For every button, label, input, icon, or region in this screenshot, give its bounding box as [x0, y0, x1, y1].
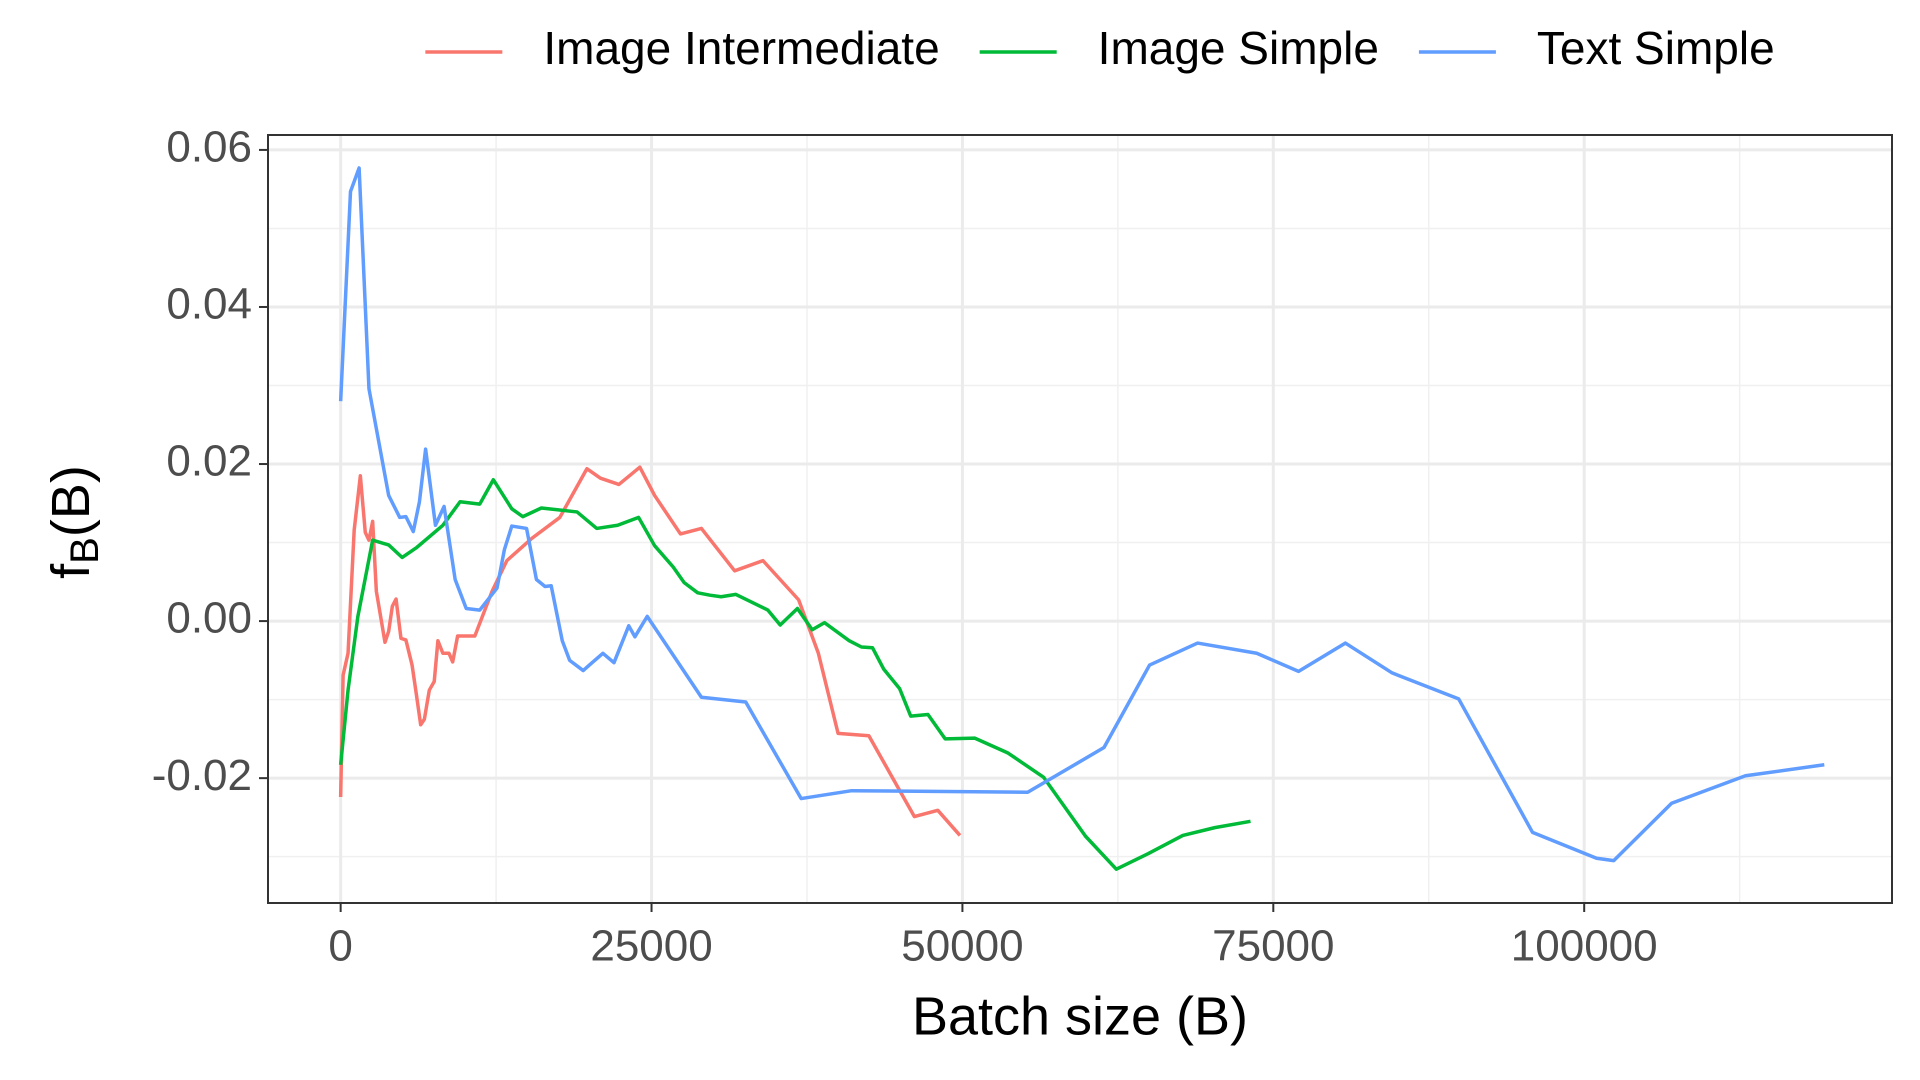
y-tick-label: 0.06	[166, 123, 252, 172]
data-line	[338, 465, 962, 837]
legend-label: Text Simple	[1537, 22, 1775, 74]
legend: Image Intermediate Image Simple Text Simpl…	[425, 22, 1775, 74]
y-tick-label: 0.04	[166, 280, 252, 329]
panel	[268, 135, 1892, 903]
legend-label: Image Intermediate	[543, 22, 939, 74]
x-tick-label: 100000	[1511, 922, 1658, 971]
y-tick-label: 0.00	[166, 594, 252, 643]
x-tick-label: 25000	[590, 922, 712, 971]
y-title-sub: B	[63, 537, 107, 564]
legend-label: Image Simple	[1098, 22, 1379, 74]
x-axis-title: Batch size (B)	[912, 986, 1248, 1046]
y-axis-title: fB(B)	[41, 465, 106, 579]
data-line	[338, 477, 1251, 871]
data-line	[338, 166, 1825, 863]
y-title-base: f	[41, 563, 101, 579]
x-tick-label: 50000	[901, 922, 1023, 971]
x-tick-label: 75000	[1212, 922, 1334, 971]
x-tick-label: 0	[328, 922, 352, 971]
y-tick-label: -0.02	[152, 751, 252, 800]
panel-border	[267, 134, 1893, 904]
y-tick-label: 0.02	[166, 437, 252, 486]
y-title-rest: (B)	[41, 465, 101, 537]
